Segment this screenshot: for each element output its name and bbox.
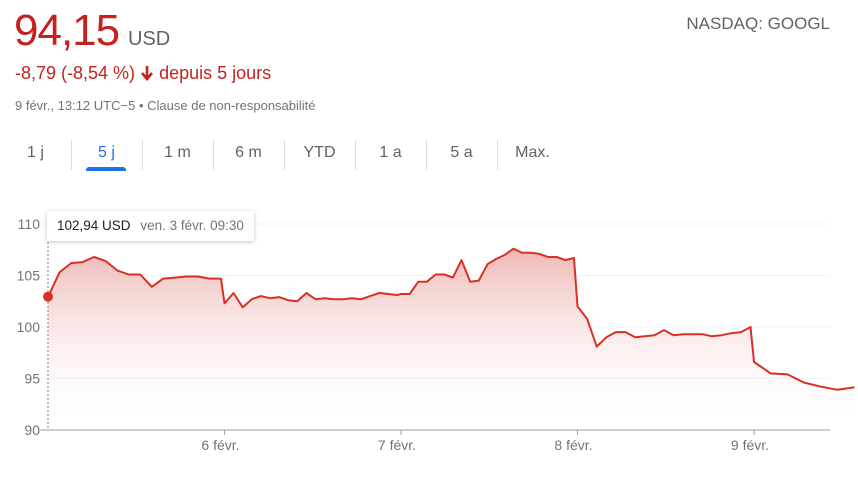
change-value: -8,79 (-8,54 %) [15,63,136,83]
tab-5j[interactable]: 5 j [71,140,142,174]
tooltip-price: 102,94 USD [57,218,131,233]
y-tick-label: 90 [24,422,40,438]
x-tick-label: 9 févr. [731,437,769,453]
price-change: -8,79 (-8,54 %) depuis 5 jours [15,63,271,84]
change-period: depuis 5 jours [159,63,272,83]
hover-point [43,291,53,302]
chart-tooltip: 102,94 USD ven. 3 févr. 09:30 [47,211,254,241]
tab-ytd[interactable]: YTD [284,140,355,174]
exchange-ticker: NASDAQ: GOOGL [686,14,830,33]
y-tick-label: 95 [24,371,40,387]
y-tick-label: 110 [18,216,41,232]
tab-6m[interactable]: 6 m [213,140,284,174]
price-line [47,247,855,391]
arrow-down-icon [141,66,154,81]
x-tick-label: 6 févr. [201,437,239,453]
tab-5a[interactable]: 5 a [426,140,497,174]
current-price: 94,15 [14,6,120,55]
y-tick-label: 105 [17,268,41,284]
tab-1m[interactable]: 1 m [142,140,213,174]
x-tick-label: 7 févr. [378,437,416,453]
tab-1j[interactable]: 1 j [27,144,44,161]
tab-max[interactable]: Max. [497,140,568,174]
separator: • [138,98,144,113]
currency: USD [128,28,171,50]
price-area [48,248,855,430]
disclaimer-link[interactable]: Clause de non-responsabilité [147,98,316,113]
x-tick-label: 8 févr. [554,437,592,453]
timestamp-line: 9 févr., 13:12 UTC−5 • Clause de non-res… [15,98,316,113]
tab-1a[interactable]: 1 a [355,140,426,174]
tooltip-time: ven. 3 févr. 09:30 [140,218,244,233]
y-tick-label: 100 [17,319,41,335]
timestamp: 9 févr., 13:12 UTC−5 [15,98,136,113]
